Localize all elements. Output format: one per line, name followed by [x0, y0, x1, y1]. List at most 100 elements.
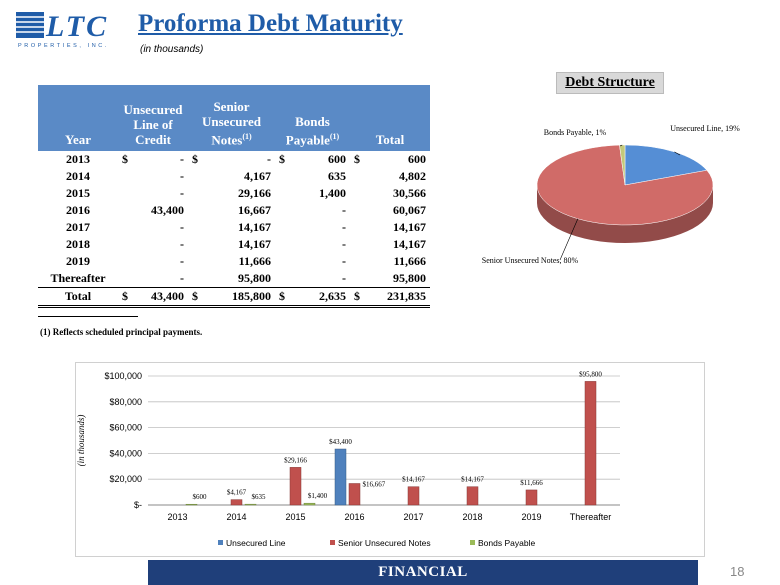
data-label: $43,400 [329, 438, 352, 446]
pie-chart [536, 144, 714, 261]
cell-content: - [122, 186, 184, 201]
y-tick-label: $40,000 [109, 448, 142, 458]
cell-value: - [342, 254, 346, 268]
cell-value: 16,667 [238, 203, 271, 217]
debt-table: Year Unsecured Line of Credit Senior Unsec… [38, 85, 430, 308]
cell-content: 11,666 [192, 254, 271, 269]
x-tick-label: 2014 [226, 512, 246, 522]
table-row: 2014 - 4,167 635 4,802 [38, 168, 430, 185]
legend-swatch [470, 540, 475, 545]
cell-value: 1,400 [319, 186, 346, 200]
logo-text: LTC [45, 10, 108, 43]
bar [230, 499, 243, 506]
cell-value: 600 [408, 152, 426, 166]
cell-content: 1,400 [279, 186, 346, 201]
cell-content: - [279, 254, 346, 269]
cell-value: 231,835 [387, 289, 426, 303]
table-row: Thereafter - 95,800 - 95,800 [38, 270, 430, 288]
table-cell: 29,166 [188, 185, 275, 202]
column-header: Year [38, 85, 118, 151]
table-cell: 16,667 [188, 202, 275, 219]
cell-value: 14,167 [393, 237, 426, 251]
y-tick-label: $20,000 [109, 474, 142, 484]
cell-value: - [342, 203, 346, 217]
cell-value: 635 [328, 169, 346, 183]
table-cell: 14,167 [350, 236, 430, 253]
footnote-rule [38, 316, 138, 317]
cell-content: 16,667 [192, 203, 271, 218]
table-cell: 4,802 [350, 168, 430, 185]
cell-value: - [180, 254, 184, 268]
table-cell: 43,400 [118, 202, 188, 219]
cell-value: - [180, 169, 184, 183]
cell-value: 14,167 [238, 237, 271, 251]
bar [407, 486, 420, 506]
row-label: 2013 [66, 152, 90, 166]
cell-content: 14,167 [192, 237, 271, 252]
currency: $ [192, 152, 198, 166]
cell-content: 95,800 [192, 271, 271, 286]
cell-value: 95,800 [238, 271, 271, 285]
table-row: 2017 - 14,167 - 14,167 [38, 219, 430, 236]
data-label: $1,400 [308, 492, 328, 500]
cell-value: 2,635 [319, 289, 346, 303]
table-cell: $185,800 [188, 287, 275, 308]
cell-content: 30,566 [354, 186, 426, 201]
table-cell: 95,800 [188, 270, 275, 288]
cell-content: - [122, 169, 184, 184]
pie-leader [559, 218, 579, 261]
row-label: Thereafter [50, 271, 106, 285]
table-row: 2019 - 11,666 - 11,666 [38, 253, 430, 270]
cell-value: - [180, 152, 184, 166]
table-row: 2016 43,400 16,667 - 60,067 [38, 202, 430, 219]
cell-content: - [122, 254, 184, 269]
pie-title: Debt Structure [556, 72, 664, 94]
table-cell: 60,067 [350, 202, 430, 219]
table-header: Year Unsecured Line of Credit Senior Unsec… [38, 85, 430, 151]
table-cell: 635 [275, 168, 350, 185]
data-label: $635 [252, 493, 267, 501]
table-cell: 1,400 [275, 185, 350, 202]
cell-value: 29,166 [238, 186, 271, 200]
cell-value: - [342, 271, 346, 285]
cell-value: - [180, 237, 184, 251]
pie-slice [624, 144, 708, 186]
table-cell: - [118, 168, 188, 185]
y-tick-label: $- [134, 500, 142, 510]
table-cell: Thereafter [38, 270, 118, 288]
title: Proforma Debt Maturity [138, 10, 403, 37]
row-label: 2014 [66, 169, 90, 183]
row-label: 2015 [66, 186, 90, 200]
currency: $ [354, 152, 360, 166]
legend-swatch [330, 540, 335, 545]
data-label: $600 [193, 493, 208, 501]
cell-value: 4,802 [399, 169, 426, 183]
column-header: Bonds Payable(1) [275, 85, 350, 151]
cell-value: 95,800 [393, 271, 426, 285]
cell-value: 11,666 [238, 254, 271, 268]
page-number: 18 [730, 564, 745, 579]
chart-frame [75, 362, 705, 557]
table-cell: 30,566 [350, 185, 430, 202]
column-note: (1) [242, 131, 252, 141]
table-cell: $ - [188, 151, 275, 168]
column-label: Senior Unsecured Notes [202, 98, 261, 147]
currency: $ [279, 152, 285, 166]
cell-value: 11,666 [393, 254, 426, 268]
column-label: Year [65, 132, 91, 147]
table-cell: - [118, 270, 188, 288]
cell-content: $600 [279, 152, 346, 167]
x-tick-label: Thereafter [570, 512, 612, 522]
column-header: Senior Unsecured Notes(1) [188, 85, 275, 151]
cell-content: 4,167 [192, 169, 271, 184]
cell-value: - [180, 271, 184, 285]
bar [289, 467, 302, 506]
cell-value: 30,566 [393, 186, 426, 200]
pie-leader [674, 151, 681, 156]
bar [525, 489, 538, 506]
data-label: $14,167 [402, 476, 425, 484]
y-tick-label: $80,000 [109, 397, 142, 407]
table-cell: - [275, 253, 350, 270]
cell-value: - [267, 152, 271, 166]
